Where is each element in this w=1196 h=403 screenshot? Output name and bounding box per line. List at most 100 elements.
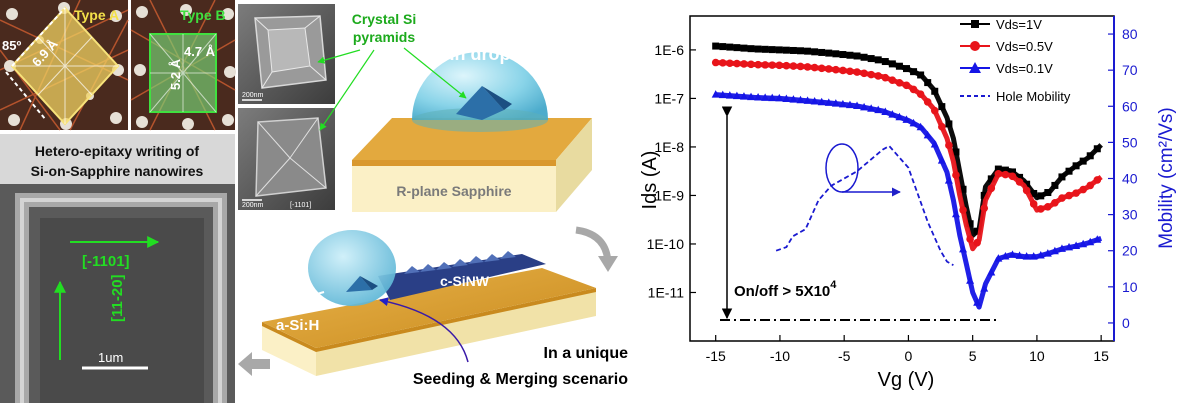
y-right-tick-label: 80: [1122, 26, 1138, 42]
series-marker: [1036, 251, 1045, 259]
series-marker: [1079, 239, 1088, 248]
on-off-annotation-text: On/off > 5X10: [734, 283, 830, 300]
x-tick-label: -5: [838, 348, 851, 364]
series-marker: [811, 48, 819, 56]
series-marker: [789, 46, 797, 54]
series-marker: [1072, 241, 1081, 250]
series-marker: [733, 59, 741, 68]
series-marker: [959, 185, 967, 193]
nanowire-label: c-SiNW: [440, 273, 490, 289]
series-marker: [832, 50, 840, 58]
series-marker: [930, 106, 939, 115]
mobility-curve: [775, 144, 954, 266]
series-marker: [754, 60, 762, 69]
series-marker: [902, 65, 910, 73]
series-marker: [895, 112, 904, 121]
series-marker: [747, 92, 756, 101]
series-marker: [1051, 181, 1059, 189]
type-b-label: Type B: [180, 7, 226, 23]
series-marker: [944, 176, 953, 184]
y-axis-left-label: Ids (A): [639, 151, 661, 210]
series-marker: [973, 238, 981, 247]
nanowire-title-line1: Hetero-epitaxy writing of: [35, 143, 199, 159]
series-marker: [867, 104, 876, 112]
series-marker: [754, 93, 763, 101]
series-marker: [1029, 200, 1038, 208]
series-marker: [761, 93, 770, 101]
y-right-tick-label: 30: [1122, 207, 1138, 223]
x-tick-label: 5: [969, 348, 977, 364]
series-marker: [1057, 244, 1066, 252]
series-marker: [796, 47, 804, 55]
series-marker: [1072, 162, 1080, 170]
series-marker: [1008, 250, 1017, 258]
series-marker: [775, 61, 784, 70]
series-marker: [931, 87, 939, 95]
y-right-tick-label: 0: [1122, 315, 1130, 331]
series-marker: [1058, 173, 1066, 181]
series-marker: [818, 48, 826, 56]
schematic-top: In drop R-plane Sapphire Crystal Si pyra…: [317, 11, 618, 272]
series-marker: [817, 97, 826, 106]
y-left-tick-label: 1E-7: [654, 90, 684, 106]
series-marker: [1036, 205, 1045, 213]
series-marker: [1093, 235, 1102, 243]
series-marker: [1008, 168, 1016, 176]
series-marker: [874, 105, 883, 114]
series-marker: [782, 94, 791, 102]
series-marker: [994, 254, 1003, 262]
series-marker: [994, 165, 1002, 173]
series-marker: [1079, 157, 1087, 165]
series-marker: [824, 65, 833, 73]
series-marker: [1086, 152, 1094, 160]
series-marker: [782, 46, 790, 54]
series-marker: [1022, 186, 1031, 195]
series-marker: [923, 130, 932, 139]
series-marker: [831, 99, 840, 107]
series-marker: [796, 62, 805, 71]
series-marker: [1037, 192, 1045, 200]
lattice-type-a-panel: Type A 85º 6.9 Å: [0, 0, 129, 131]
series-marker: [937, 156, 946, 164]
crystal-label-line1: Crystal Si: [352, 11, 417, 27]
series-marker: [860, 53, 868, 61]
series-marker: [726, 43, 734, 51]
dim-b2-label: 5.2 Å: [168, 58, 183, 90]
series-marker: [945, 120, 953, 128]
type-a-label: Type A: [74, 7, 119, 23]
series-marker: [754, 45, 762, 53]
series-marker: [817, 64, 826, 73]
series-marker: [775, 46, 783, 54]
series-line: [715, 92, 1103, 310]
series-marker: [1065, 191, 1073, 200]
series-marker: [916, 90, 925, 98]
series-marker: [881, 73, 890, 82]
crystal-label-line2: pyramids: [353, 29, 415, 45]
sem-scale-bottom: 200nm: [242, 202, 264, 209]
series-marker: [860, 69, 868, 78]
x-tick-label: -10: [770, 348, 790, 364]
series-marker: [1065, 242, 1074, 251]
series-marker: [980, 191, 988, 199]
series-marker: [973, 298, 982, 306]
series-marker: [909, 118, 918, 127]
series-marker: [966, 220, 974, 228]
series-marker: [740, 60, 748, 68]
series-marker: [1051, 199, 1059, 207]
legend-marker-circle: [970, 41, 980, 51]
series-marker: [845, 100, 854, 109]
series-marker: [874, 72, 883, 80]
series-marker: [987, 268, 996, 276]
series-marker: [888, 60, 896, 68]
series-marker: [1079, 185, 1087, 194]
series-marker: [719, 43, 727, 51]
x-axis-label: Vg (V): [878, 369, 935, 391]
series-marker: [951, 209, 960, 218]
y-right-tick-label: 10: [1122, 279, 1138, 295]
series-marker: [938, 122, 946, 131]
series-marker: [1022, 252, 1031, 260]
series-marker: [711, 58, 720, 67]
series-marker: [726, 59, 734, 68]
substrate-label: R-plane Sapphire: [396, 183, 511, 199]
series-marker: [895, 62, 903, 70]
